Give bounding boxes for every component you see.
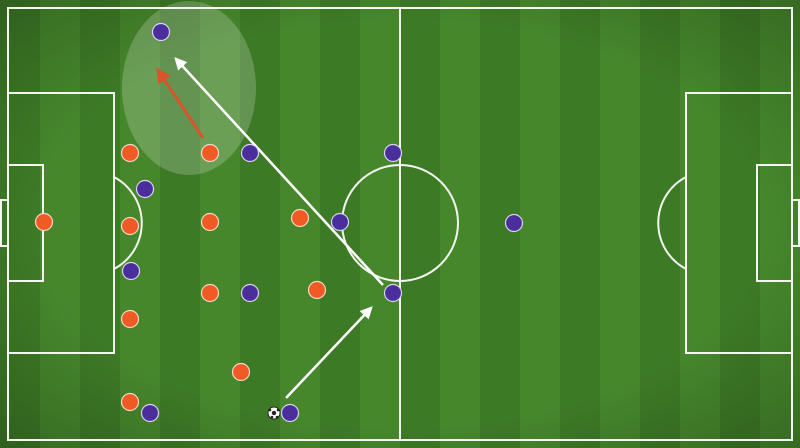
player <box>280 403 300 423</box>
player <box>240 143 260 163</box>
player <box>231 362 251 382</box>
player <box>120 143 140 163</box>
run-arrow <box>156 67 205 139</box>
right-goal <box>791 199 800 247</box>
left-goal <box>0 199 9 247</box>
purple-team <box>121 22 524 423</box>
player <box>200 212 220 232</box>
player <box>120 392 140 412</box>
player <box>34 212 54 232</box>
player <box>240 283 260 303</box>
player <box>120 216 140 236</box>
player <box>151 22 171 42</box>
player <box>121 261 141 281</box>
player <box>200 143 220 163</box>
pass-arrow <box>174 57 384 286</box>
player <box>200 283 220 303</box>
player <box>383 283 403 303</box>
player <box>504 213 524 233</box>
orange-team <box>34 143 327 412</box>
player <box>135 179 155 199</box>
right-penalty-arc <box>657 176 687 270</box>
pass-arrow <box>285 306 373 399</box>
player <box>120 309 140 329</box>
left-penalty-arc <box>113 176 143 270</box>
player <box>330 212 350 232</box>
player <box>290 208 310 228</box>
pitch-lines <box>0 7 800 441</box>
player <box>383 143 403 163</box>
arrows <box>156 57 384 399</box>
player <box>140 403 160 423</box>
ball <box>267 406 281 420</box>
highlight-zone <box>122 1 256 175</box>
player <box>307 280 327 300</box>
